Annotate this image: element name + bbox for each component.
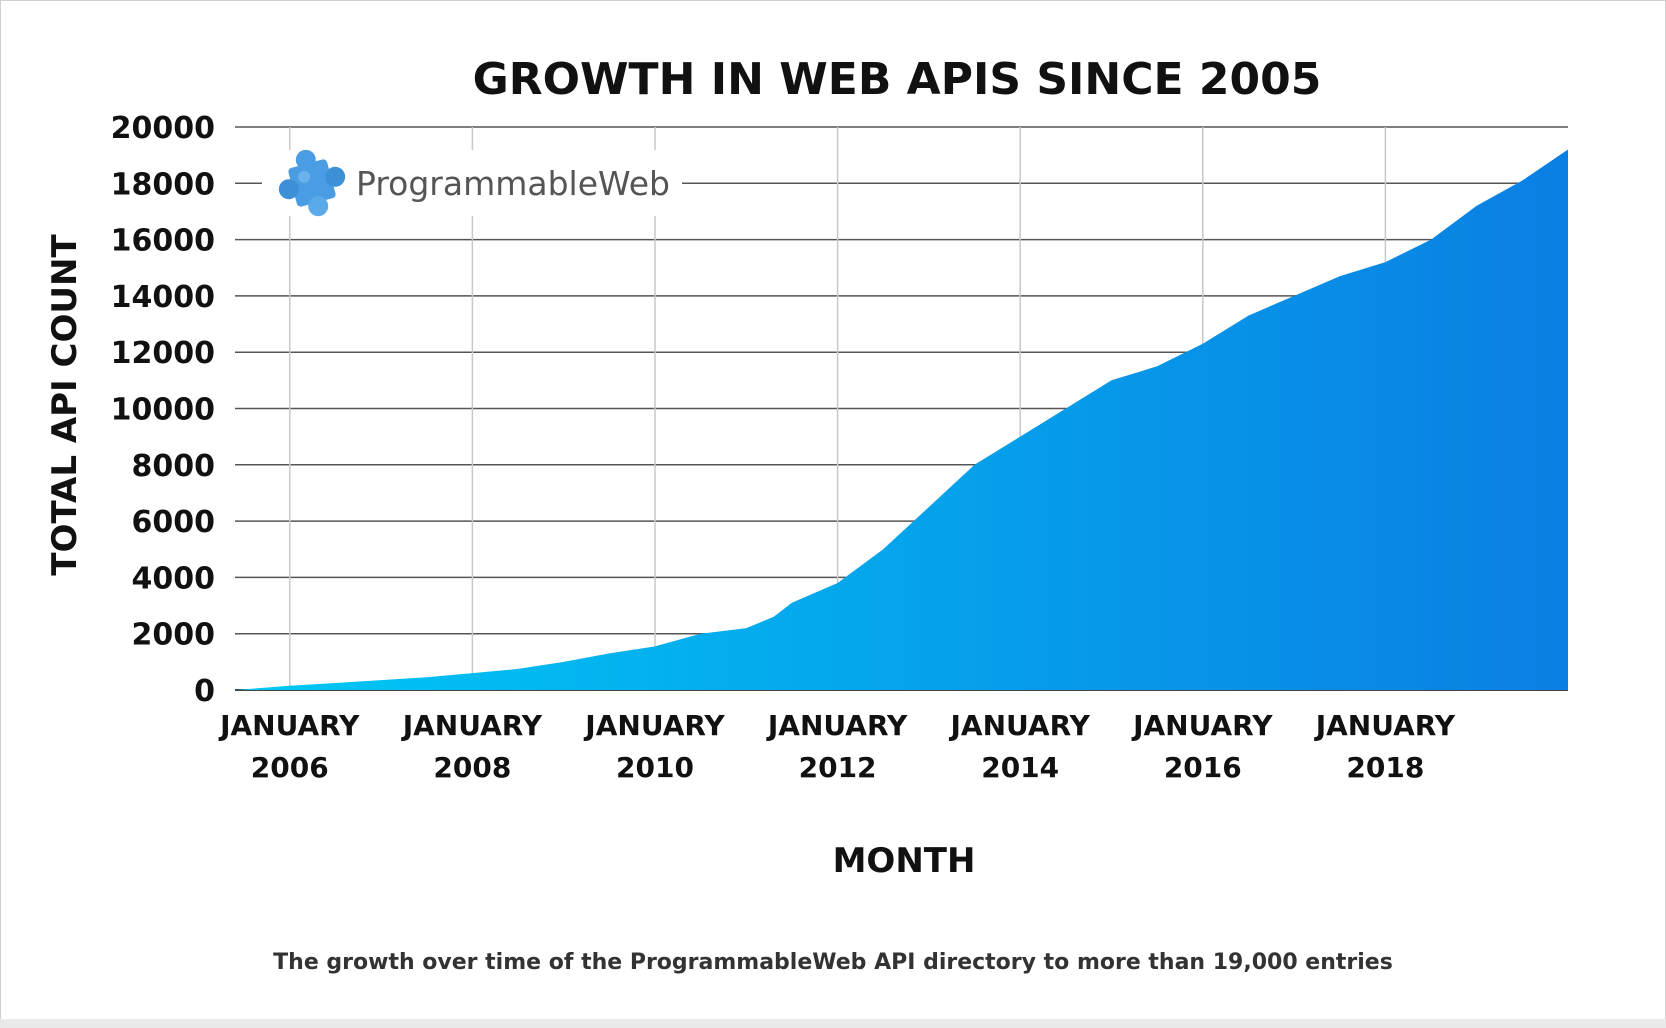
x-tick-label: 2016 <box>1164 751 1242 784</box>
x-tick-label: 2018 <box>1346 751 1424 784</box>
y-tick-label: 8000 <box>132 449 216 484</box>
y-tick-label: 20000 <box>111 111 215 146</box>
x-tick-label: JANUARY <box>583 709 725 742</box>
x-axis-label: MONTH <box>833 841 976 881</box>
y-tick-label: 12000 <box>111 336 215 371</box>
x-tick-label: 2008 <box>433 751 511 784</box>
y-tick-label: 14000 <box>111 280 215 315</box>
y-tick-label: 18000 <box>111 167 215 202</box>
x-tick-label: JANUARY <box>218 709 360 742</box>
y-tick-label: 6000 <box>132 505 216 540</box>
x-tick-label: JANUARY <box>1314 709 1456 742</box>
x-tick-label: JANUARY <box>1131 709 1273 742</box>
y-tick-label: 10000 <box>111 393 215 428</box>
programmableweb-logo: ProgrammableWeb <box>262 149 682 217</box>
x-tick-label: JANUARY <box>401 709 543 742</box>
x-axis-ticks: JANUARY 2006 JANUARY 2008 JANUARY 2010 JANUARY… <box>218 709 1456 784</box>
x-tick-label: 2006 <box>251 751 329 784</box>
x-tick-label: 2014 <box>981 751 1059 784</box>
series-area <box>235 149 1568 690</box>
chart-title: GROWTH IN WEB APIS SINCE 2005 <box>473 54 1322 105</box>
y-tick-label: 0 <box>194 674 215 709</box>
y-tick-label: 4000 <box>132 561 216 596</box>
area-chart: GROWTH IN WEB APIS SINCE 2005 0 2000 4000 6… <box>45 54 1568 881</box>
y-tick-label: 2000 <box>132 618 216 653</box>
x-tick-label: 2010 <box>616 751 694 784</box>
x-tick-label: JANUARY <box>949 709 1091 742</box>
y-axis-label: TOTAL API COUNT <box>45 234 85 576</box>
y-axis-ticks: 0 2000 4000 6000 8000 10000 12000 14000 16000 180… <box>111 111 215 709</box>
bottom-edge <box>0 1019 1666 1028</box>
logo-text: ProgrammableWeb <box>356 164 670 203</box>
x-tick-label: 2012 <box>799 751 877 784</box>
figure-caption: The growth over time of the Programmable… <box>273 950 1393 975</box>
y-tick-label: 16000 <box>111 224 215 259</box>
puzzle-piece-icon <box>278 149 346 217</box>
x-tick-label: JANUARY <box>766 709 908 742</box>
